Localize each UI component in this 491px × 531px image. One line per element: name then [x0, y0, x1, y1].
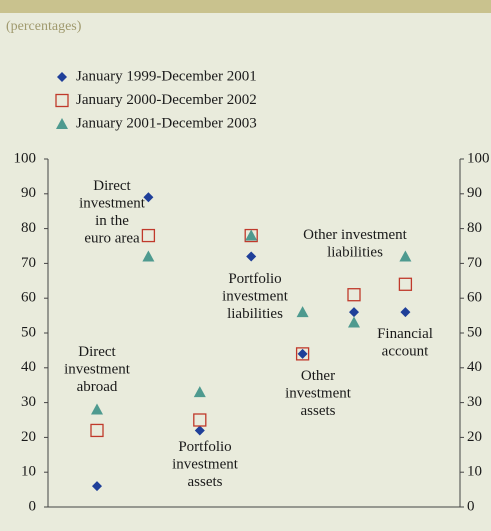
category-label-line: Other	[301, 368, 335, 384]
category-label-line: investment	[222, 289, 289, 305]
y2-tick-label: 10	[467, 464, 482, 480]
data-point	[347, 288, 361, 302]
data-point	[193, 413, 207, 427]
data-point	[193, 386, 206, 398]
category-label-line: investment	[285, 386, 352, 402]
data-point	[399, 250, 412, 262]
y2-tick-label: 30	[467, 394, 482, 410]
y-tick-label: 60	[21, 290, 36, 306]
data-point	[91, 403, 103, 415]
category-label-line: euro area	[84, 231, 140, 247]
data-point	[398, 277, 413, 291]
y-tick-label: 40	[21, 359, 36, 375]
category-label-line: Financial	[377, 326, 433, 342]
y-tick-label: 70	[21, 255, 36, 271]
category-label-line: Other investment	[303, 227, 408, 243]
data-point	[194, 425, 205, 436]
category-label-line: liabilities	[227, 306, 283, 322]
y2-tick-label: 0	[467, 498, 475, 514]
category-label-line: in the	[95, 213, 129, 229]
category-label-line: assets	[188, 474, 223, 490]
category-label-line: investment	[172, 457, 239, 473]
data-point	[142, 250, 155, 262]
legend-label: January 2001-December 2003	[76, 115, 257, 131]
y2-tick-label: 20	[467, 429, 482, 445]
y-tick-label: 100	[14, 150, 37, 166]
data-point	[296, 306, 309, 318]
y-tick-label: 0	[29, 498, 37, 514]
category-label: Financial account	[377, 326, 433, 360]
y2-tick-label: 80	[467, 220, 482, 236]
data-point	[295, 347, 310, 361]
y-tick-label: 20	[21, 429, 36, 445]
category-label: Other investment assets	[285, 368, 352, 419]
data-point	[400, 307, 411, 318]
data-point	[92, 481, 102, 492]
category-label-line: Portfolio	[178, 439, 231, 455]
data-point	[246, 251, 257, 262]
data-point	[90, 423, 104, 438]
data-point	[349, 307, 359, 318]
legend-label: January 2000-December 2002	[76, 92, 257, 108]
y-tick-label: 50	[21, 324, 36, 340]
y-tick-label: 90	[21, 185, 36, 201]
data-point	[141, 228, 156, 243]
legend-marker	[56, 118, 68, 129]
legend-marker	[55, 93, 69, 108]
legend-marker	[57, 72, 67, 82]
category-label: Portfolio investment liabilities	[222, 271, 289, 322]
data-point	[143, 192, 154, 203]
header-bar	[0, 0, 491, 13]
category-label-line: investment	[64, 362, 131, 378]
data-point	[297, 348, 308, 359]
category-label: Direct investment in the euro area	[79, 178, 146, 247]
y-tick-label: 80	[21, 220, 36, 236]
y-tick-label: 30	[21, 394, 36, 410]
chart-subtitle: (percentages)	[6, 19, 82, 34]
y-tick-label: 10	[21, 464, 36, 480]
data-point	[348, 316, 360, 328]
y2-tick-label: 100	[467, 150, 490, 166]
category-label-line: Direct	[78, 344, 116, 360]
y2-tick-label: 60	[467, 290, 482, 306]
category-label-line: abroad	[77, 379, 118, 395]
y2-tick-label: 90	[467, 185, 482, 201]
data-point	[245, 229, 258, 241]
y2-tick-label: 50	[467, 324, 482, 340]
category-label: Direct investment abroad	[64, 344, 131, 395]
y2-tick-label: 40	[467, 359, 482, 375]
category-label-line: liabilities	[327, 245, 383, 261]
category-label-line: account	[382, 344, 429, 360]
category-label-line: Portfolio	[228, 271, 281, 287]
category-label-line: assets	[301, 403, 336, 419]
category-label-line: investment	[79, 196, 146, 212]
category-label: Other investment liabilities	[303, 227, 408, 261]
category-label-line: Direct	[93, 178, 131, 194]
category-label: Portfolio investment assets	[172, 439, 239, 490]
legend-label: January 1999-December 2001	[76, 68, 257, 84]
y2-tick-label: 70	[467, 255, 482, 271]
